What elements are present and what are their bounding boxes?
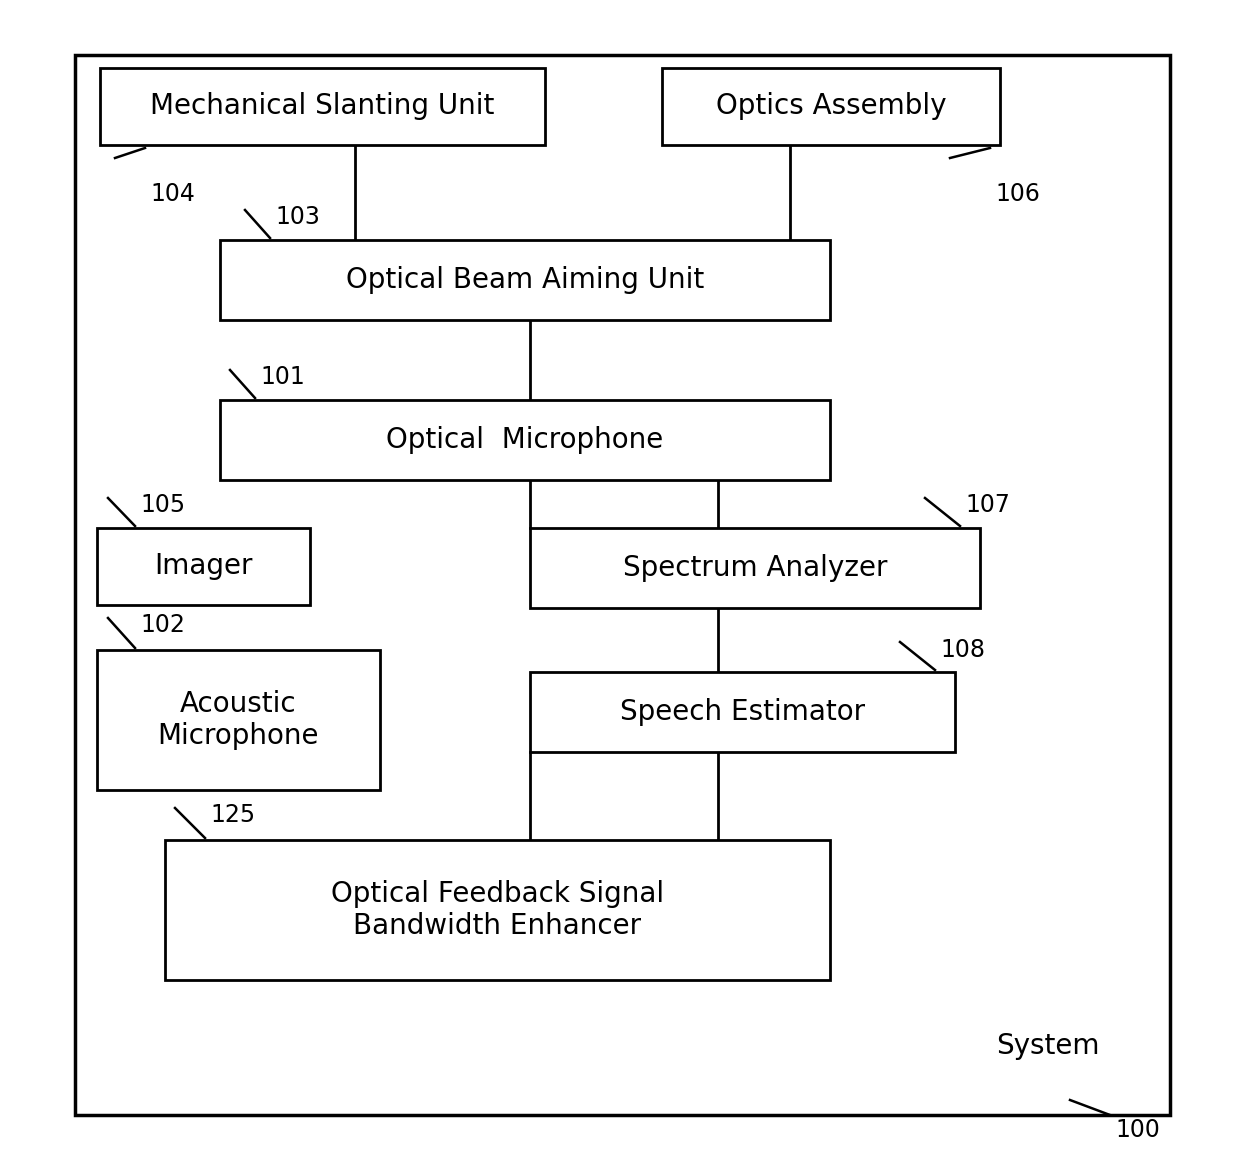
Bar	[662, 68, 999, 145]
Text: 108: 108	[940, 638, 985, 662]
Text: 106: 106	[994, 182, 1040, 206]
Text: Optical Feedback Signal
Bandwidth Enhancer: Optical Feedback Signal Bandwidth Enhanc…	[331, 880, 665, 940]
Bar	[529, 529, 980, 608]
Text: 100: 100	[1115, 1118, 1159, 1142]
Bar	[74, 55, 1171, 1115]
Text: 125: 125	[210, 803, 255, 827]
Text: Speech Estimator: Speech Estimator	[620, 699, 866, 725]
Text: 101: 101	[260, 364, 305, 389]
Text: System: System	[997, 1033, 1100, 1059]
Bar	[219, 240, 830, 320]
Bar	[97, 650, 379, 790]
Bar	[97, 529, 310, 605]
Text: Imager: Imager	[154, 552, 253, 580]
Text: Optical Beam Aiming Unit: Optical Beam Aiming Unit	[346, 266, 704, 294]
Bar	[100, 68, 546, 145]
Text: 103: 103	[275, 205, 320, 229]
Bar	[165, 840, 830, 980]
Text: Optical  Microphone: Optical Microphone	[387, 425, 663, 454]
Text: Mechanical Slanting Unit: Mechanical Slanting Unit	[150, 93, 495, 121]
Text: Optics Assembly: Optics Assembly	[715, 93, 946, 121]
Text: 102: 102	[140, 613, 185, 638]
Text: 104: 104	[150, 182, 195, 206]
Text: 105: 105	[140, 493, 185, 517]
Text: 107: 107	[965, 493, 1009, 517]
Text: Spectrum Analyzer: Spectrum Analyzer	[622, 554, 888, 582]
Bar	[219, 400, 830, 481]
Text: Acoustic
Microphone: Acoustic Microphone	[157, 690, 319, 750]
Bar	[529, 672, 955, 752]
